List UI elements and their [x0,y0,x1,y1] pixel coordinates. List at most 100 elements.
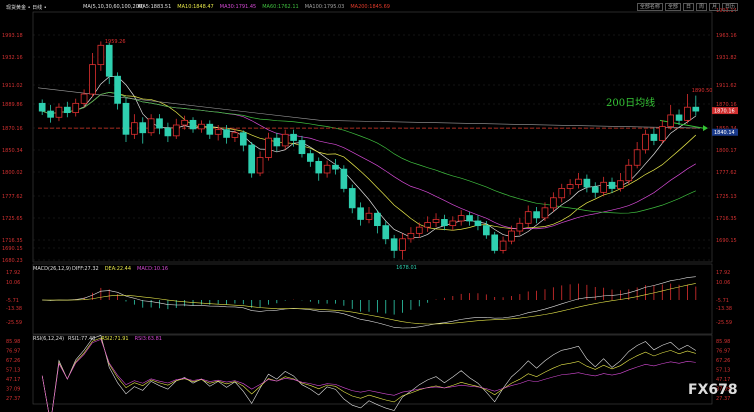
price-tick-right: 1716.35 [716,216,737,222]
ma-values: MA5:1883.51 MA10:1848.47 MA30:1791.45 MA60:… [138,4,396,10]
candle-body [38,102,46,112]
candle-body [558,188,566,199]
candle-body [63,106,71,114]
ma-line-10 [42,92,697,231]
price-axis-right: 1993.141963.161931.821911.621870.161850.… [716,8,737,244]
candle-body [424,222,431,228]
candle-body [591,186,599,193]
candlestick-series [38,41,700,260]
candle-body [390,238,398,251]
price-tick-left: 1911.02 [2,83,23,89]
candle-body [206,123,214,135]
price-tick-right: 1777.62 [716,170,737,176]
candle-body [516,222,524,232]
candle-body [550,197,557,209]
candle-body [482,225,490,236]
low-label: 1678.01 [396,265,417,271]
candle-body [608,181,616,189]
header-button-5[interactable]: 日历 [721,3,738,11]
candle-body [474,220,482,227]
candle-body [633,149,641,166]
last-price-tag-2: 1840.14 [714,130,735,136]
candle-body [139,122,147,134]
price-tick-right: 1911.62 [716,83,737,89]
candle-body [457,215,465,222]
candle-body [491,234,499,251]
watermark-logo: FX678 [688,382,738,398]
candle-body [348,188,356,209]
candle-body [466,215,473,222]
header-button-4[interactable]: 月 [708,3,720,11]
price-tick-left: 1690.15 [2,246,23,252]
price-tick-left: 1993.18 [2,33,23,39]
candle-body [617,180,624,189]
rsi-value-0: RSI1:77.48 [68,336,96,342]
header-button-3[interactable]: 周 [695,3,707,11]
price-tick-left: 1932.16 [2,55,23,61]
price-tick-right: 1963.16 [716,33,737,39]
price-tick-left: 1716.35 [2,238,23,244]
candle-body [214,129,222,135]
candle-body [382,225,390,240]
ma-value-1: MA10:1848.47 [177,4,214,10]
price-tick-right: 1800.17 [716,148,737,154]
candle-body [374,212,381,227]
candle-body [89,64,96,95]
price-tick-left: 1870.16 [2,126,23,132]
rsi-tick-right: 76.97 [716,349,730,355]
last-high-label: 1890.50 [692,88,713,94]
candle-body [72,102,80,114]
price-tick-right: 1690.15 [716,238,737,244]
candle-body [625,164,633,182]
candle-body [499,240,507,251]
macd-tick-left: -5.71 [6,298,19,304]
candle-body [675,114,683,121]
candle-body [508,230,515,242]
last-price-box [712,107,738,115]
rsi-tick-left: 47.17 [6,377,20,383]
candle-body [667,114,675,127]
candle-body [399,238,406,251]
candle-body [407,232,415,240]
macd-tick-left: -13.38 [6,306,22,312]
rsi-tick-right: 85.98 [716,339,730,345]
candle-body [281,133,289,147]
candle-body [692,106,700,112]
header-buttons: 全部名称 全部日周月日历 [635,3,738,11]
macd-tick-right: -5.71 [716,298,729,304]
ma100-line-b [319,120,701,129]
candle-body [340,168,348,189]
rsi-tick-right: 27.37 [716,396,730,402]
ma100-line [37,87,321,121]
ma-value-2: MA30:1791.45 [219,4,257,10]
candle-body [265,137,272,158]
macd-tick-left: -25.59 [6,320,22,326]
header-button-0[interactable]: 全部名称 [636,3,663,11]
candle-body [273,137,281,147]
candle-body [566,184,574,189]
candle-body [239,132,247,146]
header-button-1[interactable]: 全部 [664,3,681,11]
last-price-box-2 [712,128,738,136]
ma-label: MA(5,10,30,60,100,200) [83,4,144,10]
candle-body [642,133,649,151]
macd-diff-line [42,276,696,329]
price-tick-left: 1777.62 [2,194,23,200]
candle-body [97,44,105,66]
candle-body [432,219,440,223]
candle-body [365,212,373,220]
ma-line-35 [42,92,696,214]
macd-value-0: DIFF:27.32 [72,266,99,272]
rsi-values: RSI1:77.48 RSI2:71.91 RSI3:63.81 [68,336,168,342]
ma-value-5: MA200:1845.69 [350,4,390,10]
panel-frame-0 [32,11,713,263]
candle-body [600,181,607,193]
macd-label: MACD(26,12,9) [33,266,71,272]
ma-value-4: MA100:1795.03 [304,4,345,10]
chart-frame [32,11,713,405]
header-button-2[interactable]: 日 [682,3,694,11]
panel-frame-2 [32,334,713,405]
candle-body [189,119,197,130]
candle-body [256,157,264,174]
